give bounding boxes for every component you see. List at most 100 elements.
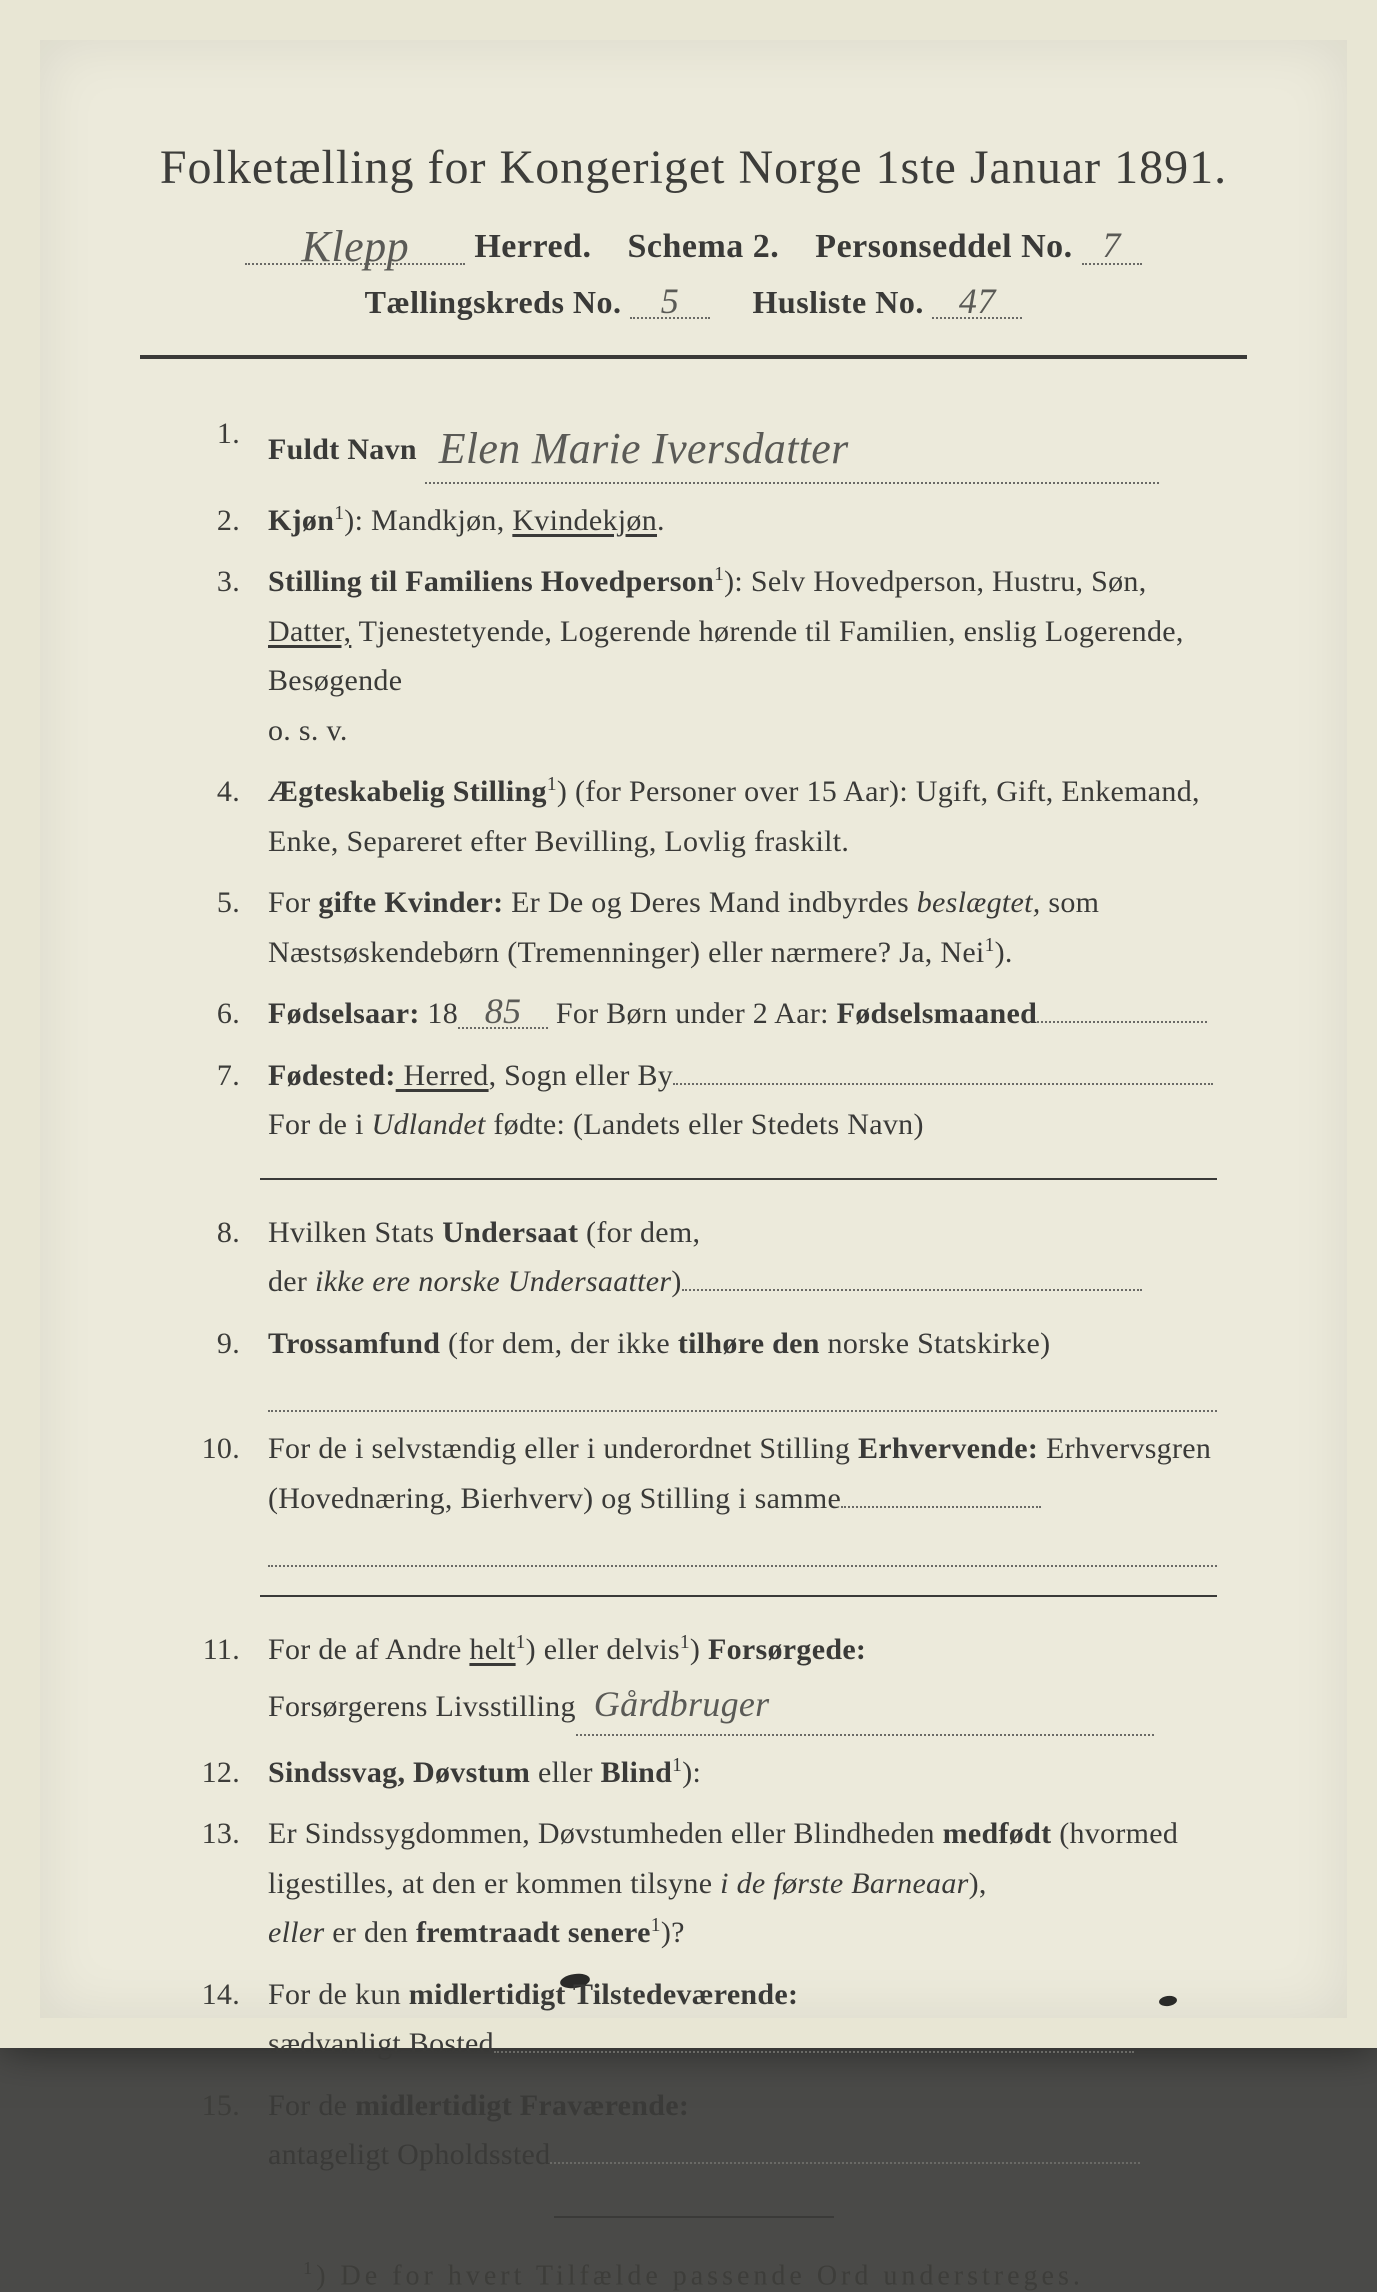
census-title: Folketælling for Kongeriget Norge 1ste J… bbox=[140, 140, 1247, 195]
item-number: 5. bbox=[160, 878, 268, 977]
text: (for dem, der ikke bbox=[440, 1327, 678, 1360]
field-label: Forsørgede: bbox=[708, 1633, 866, 1666]
text: For de i selvstændig eller i underordnet… bbox=[268, 1432, 858, 1465]
footnote-text: ) De for hvert Tilfælde passende Ord und… bbox=[316, 2260, 1084, 2291]
item-12: 12. Sindssvag, Døvstum eller Blind1): bbox=[160, 1748, 1217, 1798]
kreds-value: 5 bbox=[661, 281, 680, 321]
selected-value: Datter, bbox=[268, 615, 351, 648]
footnote-ref: 1 bbox=[547, 774, 557, 795]
text: der bbox=[268, 1265, 315, 1298]
italic-text: ikke ere norske Undersaatter bbox=[315, 1265, 671, 1298]
item-5: 5. For gifte Kvinder: Er De og Deres Man… bbox=[160, 878, 1217, 977]
footnote: 1) De for hvert Tilfælde passende Ord un… bbox=[140, 2258, 1247, 2292]
item-number: 9. bbox=[160, 1319, 268, 1413]
text: , Sogn eller By bbox=[489, 1059, 674, 1092]
item-number: 3. bbox=[160, 557, 268, 755]
item-number: 7. bbox=[160, 1051, 268, 1150]
selected-value: helt bbox=[469, 1633, 515, 1666]
footnote-ref: 1 bbox=[680, 1632, 690, 1653]
item-number: 8. bbox=[160, 1208, 268, 1307]
kreds-label: Tællingskreds No. bbox=[365, 284, 622, 320]
text: ): Selv Hovedperson, Hustru, Søn, bbox=[724, 565, 1146, 598]
text: (for dem, bbox=[578, 1216, 700, 1249]
husliste-label: Husliste No. bbox=[753, 284, 924, 320]
item-number: 15. bbox=[160, 2081, 268, 2180]
text: antageligt Opholdssted bbox=[268, 2138, 550, 2171]
selected-value: Herred bbox=[396, 1059, 489, 1092]
text: For de kun bbox=[268, 1978, 409, 2011]
item-number: 13. bbox=[160, 1809, 268, 1958]
italic-text: i de første Barneaar bbox=[720, 1867, 968, 1900]
text: sædvanligt Bosted bbox=[268, 2027, 494, 2060]
text: 18 bbox=[420, 997, 458, 1030]
footnote-rule bbox=[554, 2216, 834, 2218]
field-label: Fuldt Navn bbox=[268, 433, 417, 466]
item-6: 6. Fødselsaar: 1885 For Børn under 2 Aar… bbox=[160, 989, 1217, 1039]
field-label: gifte Kvinder: bbox=[318, 886, 503, 919]
field-label: Trossamfund bbox=[268, 1327, 440, 1360]
field-label: Undersaat bbox=[442, 1216, 578, 1249]
footnote-ref: 1 bbox=[651, 1915, 661, 1936]
item-number: 4. bbox=[160, 767, 268, 866]
item-7: 7. Fødested: Herred, Sogn eller By For d… bbox=[160, 1051, 1217, 1150]
field-label: fremtraadt senere bbox=[416, 1916, 651, 1949]
text: ). bbox=[995, 936, 1013, 969]
bold-text: tilhøre den bbox=[678, 1327, 820, 1360]
item-8: 8. Hvilken Stats Undersaat (for dem, der… bbox=[160, 1208, 1217, 1307]
text: ), bbox=[969, 1867, 987, 1900]
text: o. s. v. bbox=[268, 714, 348, 747]
footnote-ref: 1 bbox=[334, 503, 344, 524]
field-label: Fødselsmaaned bbox=[837, 997, 1038, 1030]
text: For de bbox=[268, 2089, 355, 2122]
item-number: 6. bbox=[160, 989, 268, 1039]
text: er den bbox=[324, 1916, 416, 1949]
selected-value: Kvindekjøn bbox=[512, 504, 657, 537]
text: Er De og Deres Mand indbyrdes bbox=[503, 886, 916, 919]
text: norske Statskirke) bbox=[820, 1327, 1051, 1360]
item-9: 9. Trossamfund (for dem, der ikke tilhør… bbox=[160, 1319, 1217, 1413]
item-14: 14. For de kun midlertidigt Tilstedevære… bbox=[160, 1970, 1217, 2069]
text: For de i bbox=[268, 1108, 372, 1141]
item-number: 1. bbox=[160, 409, 268, 484]
text: ) bbox=[690, 1633, 708, 1666]
herred-label: Herred. bbox=[474, 228, 591, 265]
text: For de af Andre bbox=[268, 1633, 469, 1666]
text: eller bbox=[530, 1756, 600, 1789]
field-label: Kjøn bbox=[268, 504, 334, 537]
item-11: 11. For de af Andre helt1) eller delvis1… bbox=[160, 1625, 1217, 1736]
footnote-ref: 1 bbox=[516, 1632, 526, 1653]
text: Forsørgerens Livsstilling bbox=[268, 1690, 576, 1723]
field-label: midlertidigt Fraværende: bbox=[355, 2089, 689, 2122]
field-label: Blind bbox=[601, 1756, 673, 1789]
field-label: Fødested: bbox=[268, 1059, 396, 1092]
husliste-value: 47 bbox=[959, 281, 996, 321]
italic-text: Udlandet bbox=[372, 1108, 486, 1141]
text: For bbox=[268, 886, 318, 919]
item-4: 4. Ægteskabelig Stilling1) (for Personer… bbox=[160, 767, 1217, 866]
footnote-marker: 1 bbox=[303, 2258, 316, 2278]
field-label: Erhvervende: bbox=[858, 1432, 1038, 1465]
item-number: 11. bbox=[160, 1625, 268, 1736]
provider-value: Gårdbruger bbox=[594, 1684, 770, 1724]
header-rule bbox=[140, 355, 1247, 359]
text: )? bbox=[661, 1916, 685, 1949]
schema-label: Schema 2. bbox=[627, 228, 779, 265]
field-label: midlertidigt Tilstedeværende: bbox=[409, 1978, 799, 2011]
herred-value: Klepp bbox=[302, 222, 410, 271]
section-rule bbox=[260, 1178, 1217, 1180]
section-rule bbox=[260, 1595, 1217, 1597]
text: ) bbox=[671, 1265, 681, 1298]
field-label: medfødt bbox=[943, 1817, 1052, 1850]
text: ): Mandkjøn, bbox=[344, 504, 512, 537]
text: ) eller delvis bbox=[526, 1633, 680, 1666]
item-15: 15. For de midlertidigt Fraværende: anta… bbox=[160, 2081, 1217, 2180]
text: Er Sindssygdommen, Døvstumheden eller Bl… bbox=[268, 1817, 943, 1850]
birth-year-value: 85 bbox=[485, 991, 522, 1031]
item-10: 10. For de i selvstændig eller i underor… bbox=[160, 1424, 1217, 1567]
form-items: 1. Fuldt Navn Elen Marie Iversdatter 2. … bbox=[140, 409, 1247, 2180]
text: ): bbox=[682, 1756, 701, 1789]
text: fødte: (Landets eller Stedets Navn) bbox=[486, 1108, 924, 1141]
text: Hvilken Stats bbox=[268, 1216, 442, 1249]
text: For Børn under 2 Aar: bbox=[548, 997, 837, 1030]
item-2: 2. Kjøn1): Mandkjøn, Kvindekjøn. bbox=[160, 496, 1217, 546]
